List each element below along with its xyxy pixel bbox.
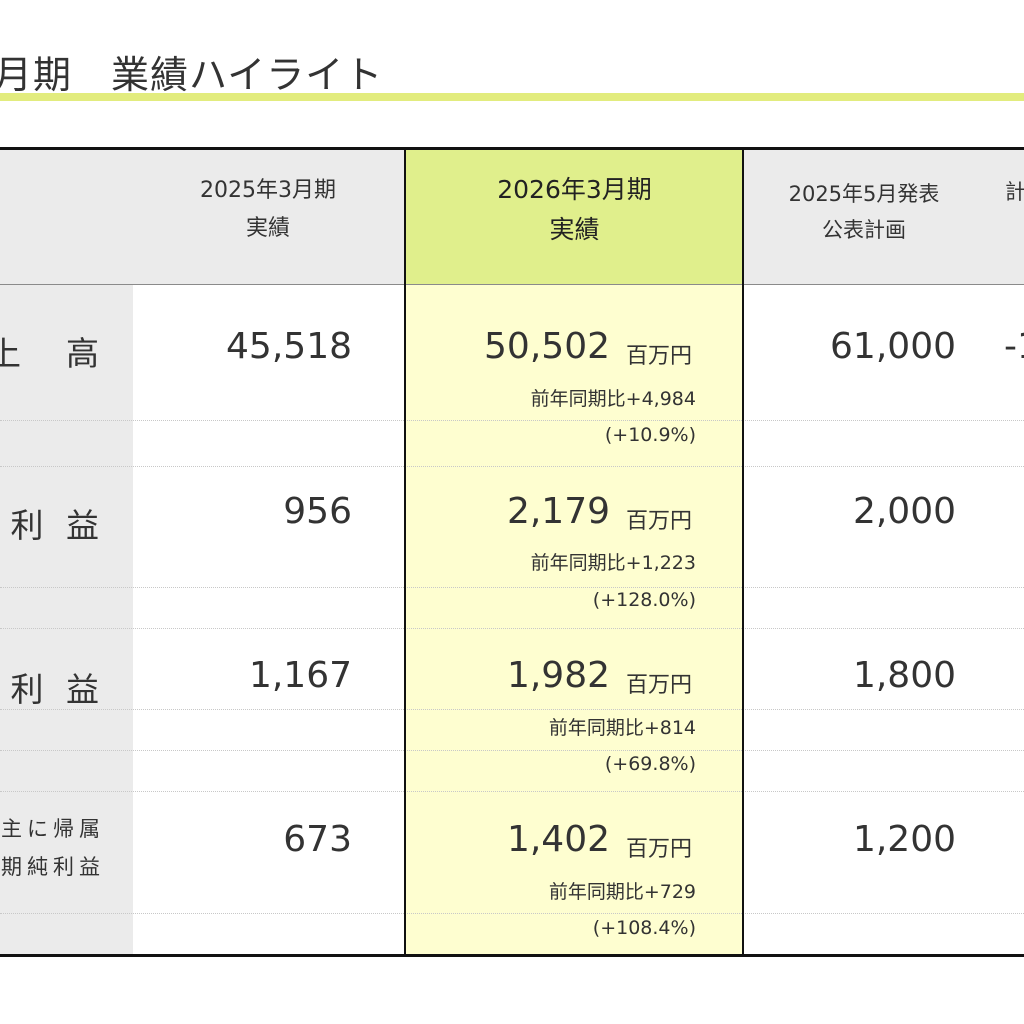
- row-label-net-profit-line1: 主に帰属: [1, 817, 105, 841]
- header-extra-cutoff: 計: [1005, 180, 1024, 204]
- net-profit-yoy-pct: (+108.4%): [592, 917, 696, 939]
- operating-profit-yoy-diff: 前年同期比+1,223: [530, 552, 696, 574]
- header-current-year: 2026年3月期 実績: [405, 170, 744, 250]
- row-separator: [0, 628, 1024, 630]
- row-separator: [0, 709, 1024, 711]
- operating-profit-current-value: 2,179: [506, 491, 610, 532]
- row-separator: [0, 466, 1024, 468]
- row-separator: [0, 750, 1024, 752]
- header-current-year-type: 実績: [549, 215, 600, 244]
- table-bottom-border: [0, 954, 1024, 957]
- row-label-sales: 上 高: [0, 334, 105, 373]
- net-profit-yoy-diff: 前年同期比+729: [548, 881, 696, 903]
- sales-unit: 百万円: [626, 344, 693, 369]
- current-year-column-highlight: [405, 285, 744, 954]
- row-label-column: [0, 285, 133, 954]
- operating-profit-unit: 百万円: [626, 509, 693, 534]
- net-profit-unit: 百万円: [626, 837, 693, 862]
- current-year-column-border: [404, 148, 744, 955]
- sales-plan-value: 61,000: [830, 326, 956, 367]
- net-profit-prev-value: 673: [283, 819, 352, 860]
- net-profit-current-value: 1,402: [506, 819, 610, 860]
- header-plan-date: 2025年5月発表: [788, 182, 940, 206]
- ordinary-profit-plan-value: 1,800: [852, 655, 956, 696]
- sales-yoy-pct: (+10.9%): [604, 424, 696, 446]
- row-separator: [0, 791, 1024, 793]
- table-top-border: [0, 147, 1024, 150]
- header-plan: 2025年5月発表 公表計画: [744, 176, 984, 248]
- row-label-net-profit-line2: 期純利益: [1, 855, 105, 879]
- row-separator: [0, 420, 1024, 422]
- ordinary-profit-prev-value: 1,167: [248, 655, 352, 696]
- title-underline: [0, 93, 1024, 101]
- net-profit-plan-value: 1,200: [852, 819, 956, 860]
- header-plan-type: 公表計画: [822, 218, 906, 242]
- ordinary-profit-yoy-diff: 前年同期比+814: [548, 717, 696, 739]
- header-current-year-period: 2026年3月期: [497, 175, 652, 204]
- ordinary-profit-current-value: 1,982: [506, 655, 610, 696]
- sales-prev-value: 45,518: [226, 326, 352, 367]
- row-separator: [0, 587, 1024, 589]
- operating-profit-plan-value: 2,000: [852, 491, 956, 532]
- operating-profit-yoy-pct: (+128.0%): [592, 589, 696, 611]
- sales-yoy-diff: 前年同期比+4,984: [530, 388, 696, 410]
- operating-profit-prev-value: 956: [283, 491, 352, 532]
- header-prev-year-period: 2025年3月期: [200, 178, 336, 203]
- sales-current-value: 50,502: [484, 326, 610, 367]
- page-title: 月期 業績ハイライト: [0, 53, 384, 97]
- current-year-header-highlight: [405, 150, 744, 284]
- sales-extra-cutoff: -1: [1004, 326, 1024, 367]
- header-divider: [0, 284, 1024, 285]
- header-prev-year: 2025年3月期 実績: [168, 172, 368, 248]
- row-separator: [0, 913, 1024, 915]
- row-label-operating-profit: 利 益: [10, 506, 105, 545]
- row-label-net-profit: 主に帰属 期純利益: [1, 810, 105, 886]
- ordinary-profit-yoy-pct: (+69.8%): [604, 753, 696, 775]
- ordinary-profit-unit: 百万円: [626, 673, 693, 698]
- header-prev-year-type: 実績: [245, 216, 290, 241]
- row-label-ordinary-profit: 利 益: [10, 670, 105, 709]
